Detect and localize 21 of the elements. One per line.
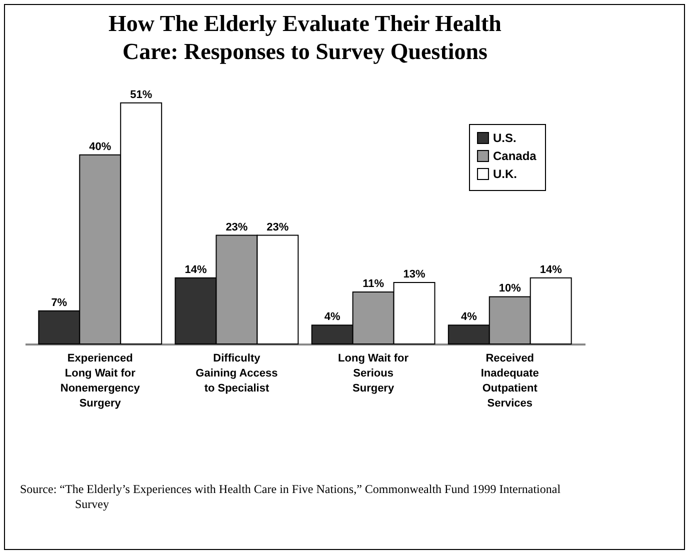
data-label: 14% — [184, 264, 207, 276]
data-label: 4% — [324, 311, 340, 324]
x-tick-label: Long Wait for Serious Surgery — [338, 352, 410, 394]
data-label: 51% — [130, 88, 152, 101]
data-label: 40% — [89, 140, 112, 153]
data-label: 13% — [403, 268, 426, 281]
legend-label: U.S. — [493, 131, 516, 145]
x-tick-label: Difficulty Gaining Access to Specialist — [196, 352, 278, 394]
data-label: 23% — [266, 221, 289, 234]
legend-label: U.K. — [493, 167, 517, 181]
source-note: Source: “The Elderly’s Experiences with Health Care in Five Nations,” Commonwealth Fund 1999 International Survey — [20, 482, 562, 512]
data-label: 7% — [51, 296, 68, 309]
data-label: 11% — [362, 278, 384, 290]
legend-label: Canada — [493, 149, 537, 163]
data-label: 10% — [498, 282, 522, 295]
x-tick-label: Received Inadequate Outpatient Services — [480, 352, 539, 410]
data-label: 14% — [540, 264, 562, 276]
data-label: 23% — [226, 221, 248, 234]
x-tick-label: Experienced Long Wait for Nonemergency Surgery — [60, 352, 141, 410]
chart-title: How The Elderly Evaluate Their Health Care: Responses to Survey Questions — [108, 11, 502, 64]
data-label: 4% — [460, 311, 478, 324]
